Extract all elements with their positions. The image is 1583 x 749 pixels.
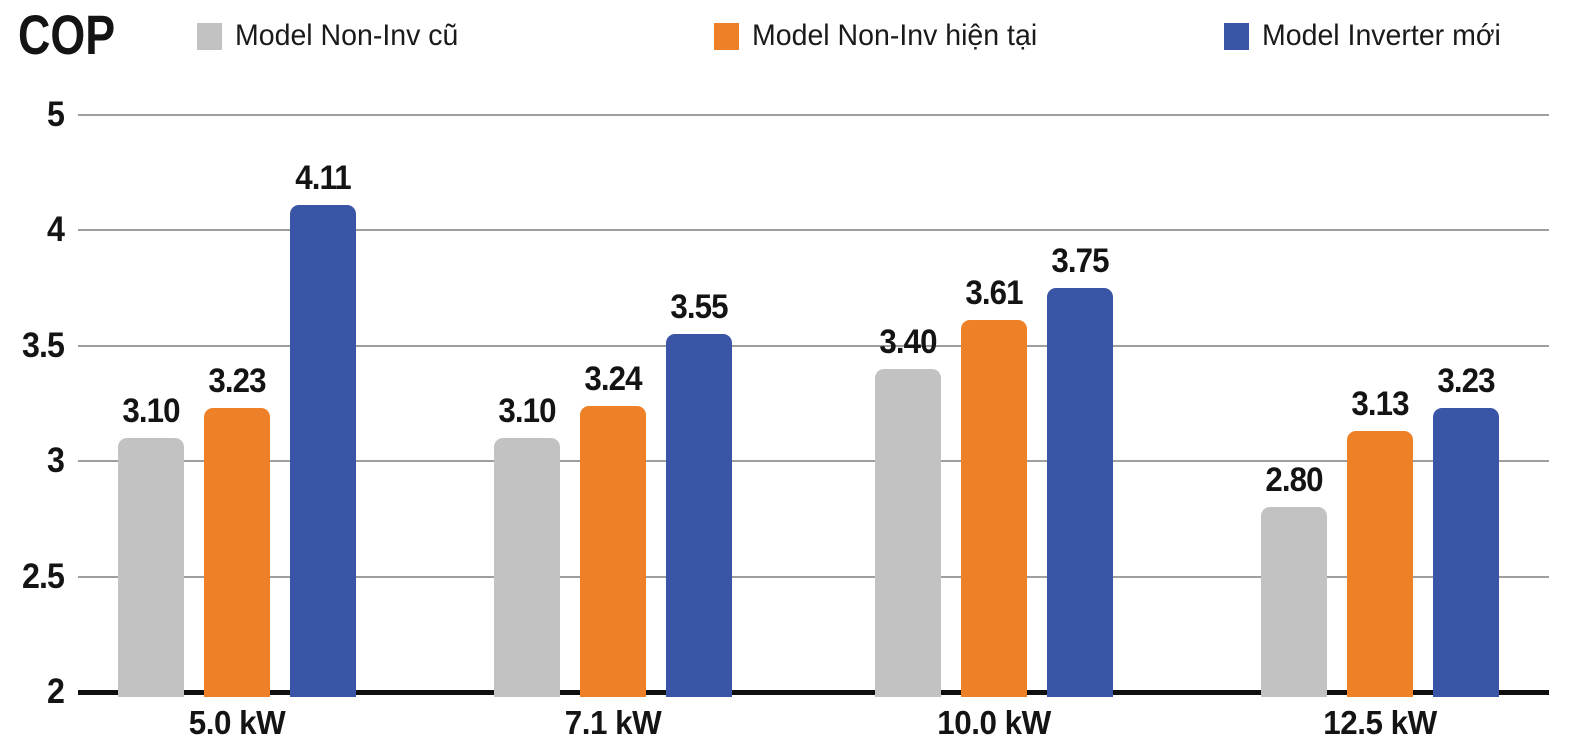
- legend-label: Model Inverter mới: [1262, 19, 1501, 52]
- legend-swatch-orange: [714, 22, 739, 50]
- bar-model-inverter-m-i: [290, 205, 356, 697]
- bar-model-inverter-m-i: [1433, 408, 1499, 697]
- bar-value-label: 2.80: [1265, 461, 1323, 500]
- gridline: [78, 575, 1549, 578]
- y-axis-label: 2: [47, 672, 65, 711]
- gridline: [78, 460, 1549, 463]
- bar-model-inverter-m-i: [666, 334, 732, 697]
- legend-label: Model Non-Inv hiện tại: [752, 19, 1038, 52]
- bar-model-non-inv-c-: [118, 438, 184, 697]
- legend-item-inverter-moi: Model Inverter mới: [1224, 16, 1513, 56]
- bar-model-non-inv-hi-n-t-i: [580, 405, 646, 697]
- bar-value-label: 4.11: [295, 159, 351, 197]
- legend-swatch-gray: [197, 22, 222, 50]
- bar-model-non-inv-c-: [875, 368, 941, 697]
- x-axis-line: [78, 690, 1549, 695]
- bar-model-non-inv-hi-n-t-i: [1347, 431, 1413, 697]
- y-axis-label: 4: [47, 210, 65, 250]
- bar-value-label: 3.40: [879, 322, 937, 361]
- y-axis-label: 2.5: [21, 556, 65, 596]
- bar-model-non-inv-c-: [494, 438, 560, 697]
- legend-item-non-inv-hien-tai: Model Non-Inv hiện tại: [714, 16, 1052, 56]
- bar-value-label: 3.10: [498, 392, 556, 431]
- bar-value-label: 3.55: [670, 288, 728, 327]
- legend-item-non-inv-cu: Model Non-Inv cũ: [197, 16, 470, 56]
- bar-model-non-inv-hi-n-t-i: [204, 408, 270, 697]
- bar-value-label: 3.13: [1351, 385, 1409, 424]
- x-axis-label: 7.1 kW: [564, 704, 662, 741]
- gridline: [78, 229, 1549, 232]
- chart-title: COP: [18, 3, 116, 66]
- y-axis-label: 5: [47, 95, 65, 134]
- legend-label: Model Non-Inv cũ: [235, 19, 459, 52]
- bar-model-inverter-m-i: [1047, 288, 1113, 697]
- bar-value-label: 3.24: [584, 359, 642, 398]
- bar-model-non-inv-hi-n-t-i: [961, 320, 1027, 697]
- bar-value-label: 3.23: [208, 362, 266, 401]
- x-axis-label: 5.0 kW: [188, 704, 286, 741]
- y-axis-label: 3.5: [21, 325, 65, 365]
- x-axis-label: 10.0 kW: [937, 704, 1051, 741]
- y-axis-label: 3: [47, 441, 65, 481]
- bar-value-label: 3.23: [1437, 362, 1495, 401]
- gridline: [78, 344, 1549, 347]
- bar-model-non-inv-c-: [1261, 507, 1327, 697]
- legend-swatch-blue: [1224, 22, 1249, 50]
- bar-value-label: 3.75: [1051, 242, 1109, 281]
- gridline: [78, 114, 1549, 116]
- bar-value-label: 3.10: [122, 392, 180, 431]
- bar-value-label: 3.61: [965, 274, 1023, 313]
- x-axis-label: 12.5 kW: [1323, 704, 1437, 741]
